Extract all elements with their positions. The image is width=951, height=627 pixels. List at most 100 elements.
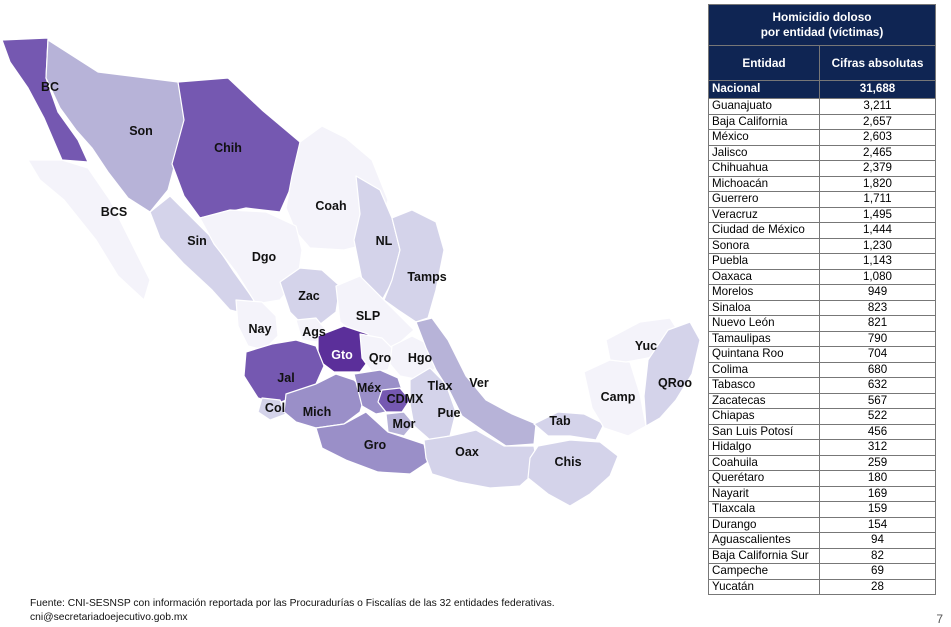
entity-name: Michoacán — [708, 175, 820, 192]
table-row: Nuevo León 821 — [708, 315, 936, 332]
entity-name: Colima — [708, 361, 820, 378]
table-row: Quintana Roo 704 — [708, 346, 936, 363]
table-row: Coahuila 259 — [708, 454, 936, 471]
table-row: Durango 154 — [708, 516, 936, 533]
entity-name: Tlaxcala — [708, 501, 820, 518]
entity-name: Sinaloa — [708, 299, 820, 316]
label-mor: Mor — [393, 417, 416, 431]
label-qroo: QRoo — [658, 376, 692, 390]
label-cdmx: CDMX — [387, 392, 424, 406]
table-header-row: Entidad Cifras absolutas — [708, 45, 936, 81]
state-chih[interactable] — [171, 77, 301, 219]
entity-value: 704 — [819, 346, 936, 363]
entity-value: 1,143 — [819, 253, 936, 270]
source-note: Fuente: CNI-SESNSP con información repor… — [30, 598, 555, 609]
entity-value: 180 — [819, 470, 936, 487]
table-row: Jalisco 2,465 — [708, 144, 936, 161]
label-jal: Jal — [277, 371, 294, 385]
entity-name: Oaxaca — [708, 268, 820, 285]
entity-value: 567 — [819, 392, 936, 409]
column-header-entity: Entidad — [708, 45, 820, 81]
label-son: Son — [129, 124, 153, 138]
label-bc: BC — [41, 80, 59, 94]
label-coah: Coah — [315, 199, 346, 213]
label-slp: SLP — [356, 309, 380, 323]
entity-value: 790 — [819, 330, 936, 347]
entity-name: Yucatán — [708, 578, 820, 595]
table-row: México 2,603 — [708, 129, 936, 146]
table-row: Tlaxcala 159 — [708, 501, 936, 518]
label-col: Col — [265, 401, 285, 415]
state-col[interactable] — [257, 397, 287, 421]
entity-name: Puebla — [708, 253, 820, 270]
entity-name: Querétaro — [708, 470, 820, 487]
state-zac[interactable] — [279, 267, 341, 327]
label-gro: Gro — [364, 438, 387, 452]
footer: Fuente: CNI-SESNSP con información repor… — [30, 597, 555, 625]
entity-value: 823 — [819, 299, 936, 316]
national-label: Nacional — [708, 80, 820, 99]
entity-value: 632 — [819, 377, 936, 394]
table-row: Morelos 949 — [708, 284, 936, 301]
homicide-table: Homicidio doloso por entidad (víctimas) … — [708, 4, 936, 595]
table-row: Ciudad de México 1,444 — [708, 222, 936, 239]
state-bcs[interactable] — [27, 159, 151, 301]
entity-name: Ciudad de México — [708, 222, 820, 239]
entity-value: 154 — [819, 516, 936, 533]
label-dgo: Dgo — [252, 250, 277, 264]
mexico-choropleth-map: BC Son Chih BCS Coah Sin Dgo NL Tamps Za… — [1, 37, 701, 507]
entity-name: Baja California — [708, 113, 820, 130]
entity-value: 1,444 — [819, 222, 936, 239]
table-body: Nacional 31,688 Guanajuato 3,211 Baja Cali… — [708, 80, 936, 595]
page-number: 7 — [936, 612, 943, 626]
table-row: Yucatán 28 — [708, 578, 936, 595]
entity-name: Durango — [708, 516, 820, 533]
label-nl: NL — [376, 234, 393, 248]
state-shapes — [1, 37, 701, 507]
state-tab[interactable] — [533, 411, 605, 441]
state-nay[interactable] — [235, 299, 279, 351]
entity-name: Nuevo León — [708, 315, 820, 332]
table-title: Homicidio doloso por entidad (víctimas) — [708, 4, 936, 46]
table-title-line1: Homicidio doloso — [772, 10, 872, 24]
label-sin: Sin — [187, 234, 206, 248]
table-row: Tamaulipas 790 — [708, 330, 936, 347]
table-row: Chiapas 522 — [708, 408, 936, 425]
entity-name: Quintana Roo — [708, 346, 820, 363]
entity-name: Baja California Sur — [708, 547, 820, 564]
table-row: Colima 680 — [708, 361, 936, 378]
entity-name: Tabasco — [708, 377, 820, 394]
label-hgo: Hgo — [408, 351, 433, 365]
entity-value: 2,657 — [819, 113, 936, 130]
entity-name: Aguascalientes — [708, 532, 820, 549]
state-mor[interactable] — [385, 411, 415, 437]
state-chis[interactable] — [527, 439, 619, 507]
state-qro[interactable] — [359, 333, 395, 373]
entity-value: 28 — [819, 578, 936, 595]
table-row: Oaxaca 1,080 — [708, 268, 936, 285]
table-row: Sinaloa 823 — [708, 299, 936, 316]
entity-value: 259 — [819, 454, 936, 471]
entity-name: Jalisco — [708, 144, 820, 161]
table-row: Puebla 1,143 — [708, 253, 936, 270]
label-ver: Ver — [469, 376, 489, 390]
entity-value: 3,211 — [819, 98, 936, 115]
state-qroo[interactable] — [643, 321, 701, 427]
table-row: Michoacán 1,820 — [708, 175, 936, 192]
label-nay: Nay — [249, 322, 272, 336]
entity-value: 2,603 — [819, 129, 936, 146]
state-mich[interactable] — [283, 373, 367, 429]
entity-value: 821 — [819, 315, 936, 332]
national-row: Nacional 31,688 — [708, 80, 936, 99]
entity-name: Guerrero — [708, 191, 820, 208]
entity-name: Zacatecas — [708, 392, 820, 409]
column-header-value: Cifras absolutas — [819, 45, 936, 81]
entity-name: Tamaulipas — [708, 330, 820, 347]
entity-value: 1,230 — [819, 237, 936, 254]
table-row: Sonora 1,230 — [708, 237, 936, 254]
table-title-row: Homicidio doloso por entidad (víctimas) — [708, 4, 936, 46]
table-row: Baja California 2,657 — [708, 113, 936, 130]
entity-value: 94 — [819, 532, 936, 549]
entity-name: Guanajuato — [708, 98, 820, 115]
state-ver[interactable] — [415, 317, 537, 447]
